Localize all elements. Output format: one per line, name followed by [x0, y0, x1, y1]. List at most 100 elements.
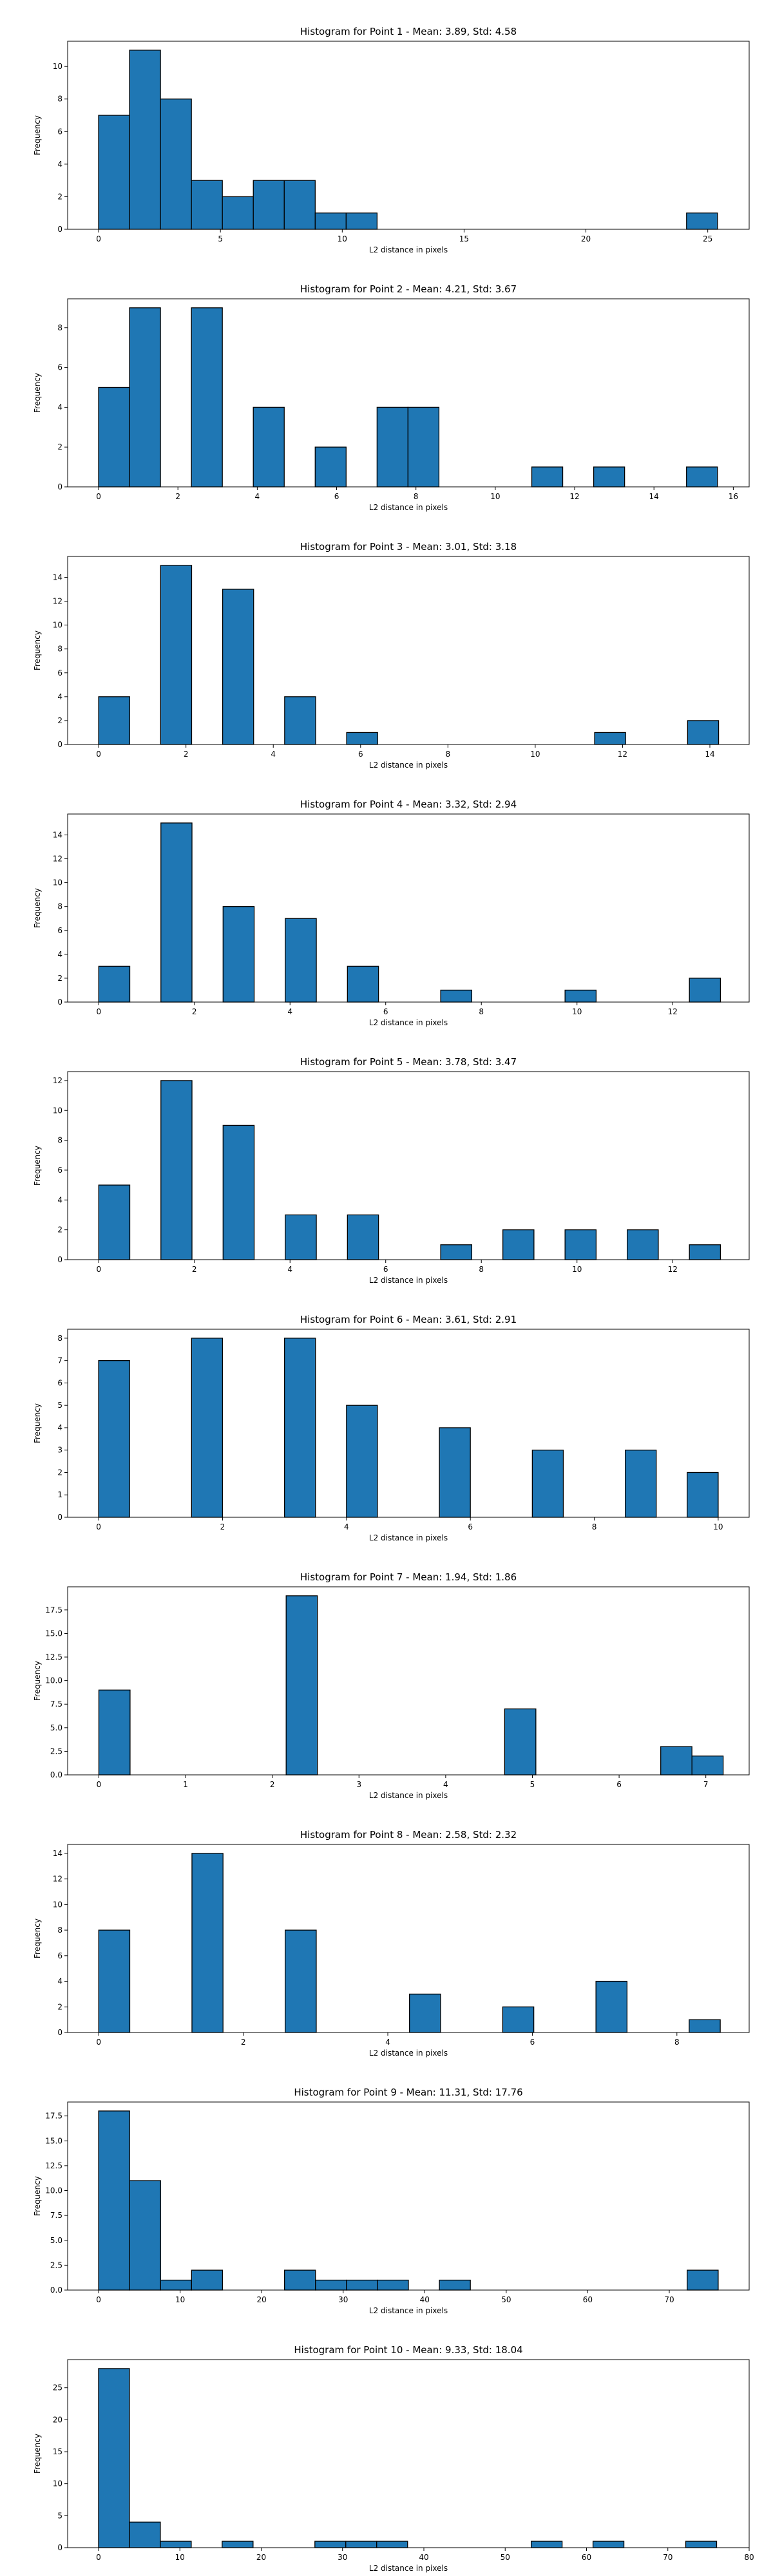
- y-tick-label: 2: [57, 1226, 62, 1235]
- histogram-bar: [377, 2279, 409, 2291]
- y-tick-label: 4: [57, 1195, 62, 1204]
- x-tick-label: 10: [175, 2295, 185, 2304]
- histogram-bar: [376, 406, 409, 488]
- histogram-bar: [285, 1214, 317, 1260]
- chart-title: Histogram for Point 1 - Mean: 3.89, Std:…: [300, 26, 517, 37]
- x-tick-label: 12: [668, 1265, 678, 1274]
- x-tick-label: 60: [583, 2295, 593, 2304]
- histogram-panel-5: 0 2 4 6 8 10 12 0 2 4 6 8 10 12 Histogram for Point 5 …: [33, 1056, 750, 1285]
- x-axis-label: L2 distance in pixels: [369, 1791, 448, 1800]
- y-tick-label: 0: [57, 1255, 62, 1264]
- y-tick-label: 17.5: [45, 1605, 62, 1615]
- x-tick-label: 6: [468, 1522, 473, 1531]
- y-axis-label: Frequency: [33, 115, 42, 155]
- y-tick-label: 8: [57, 323, 62, 332]
- histogram-bar: [530, 2541, 563, 2548]
- histogram-bar: [531, 466, 564, 488]
- y-tick-label: 7.5: [50, 1700, 62, 1709]
- x-tick-label: 60: [582, 2553, 591, 2562]
- x-tick-label: 0: [96, 1265, 101, 1274]
- histogram-bar: [564, 989, 597, 1003]
- y-tick-label: 1: [57, 1490, 62, 1499]
- histogram-bar: [347, 1214, 379, 1260]
- histogram-bar: [98, 1184, 131, 1260]
- x-tick-label: 8: [592, 1522, 597, 1531]
- axes-frame: [67, 2359, 750, 2548]
- y-tick-label: 4: [57, 402, 62, 412]
- y-axis-label: Frequency: [33, 888, 42, 928]
- x-tick-label: 12: [618, 750, 627, 759]
- x-tick-label: 2: [184, 750, 189, 759]
- x-tick-label: 20: [257, 2295, 267, 2304]
- x-tick-label: 10: [490, 492, 500, 501]
- histogram-bar: [346, 732, 378, 745]
- histogram-panel-3: 0 2 4 6 8 10 12 14 0 2 4 6 8 10 12 14 Histogram for Poin…: [33, 541, 750, 770]
- chart-title: Histogram for Point 4 - Mean: 3.32, Std:…: [300, 799, 517, 810]
- histogram-bar: [346, 1405, 378, 1518]
- chart-title: Histogram for Point 6 - Mean: 3.61, Std:…: [300, 1314, 517, 1325]
- y-tick-label: 6: [57, 668, 62, 677]
- histogram-bar: [504, 1708, 537, 1776]
- histogram-bar: [98, 2368, 130, 2548]
- y-tick-label: 4: [57, 160, 62, 169]
- y-tick-label: 10.0: [45, 2186, 62, 2195]
- histogram-bar: [98, 115, 130, 230]
- histogram-bar: [314, 2541, 347, 2548]
- histogram-panel-2: 0 2 4 6 8 10 12 14 16 0 2 4 6 8 Histogram for Point 2 …: [33, 283, 750, 512]
- histogram-bar: [439, 1427, 471, 1518]
- histogram-bar: [160, 99, 192, 230]
- x-tick-label: 20: [581, 234, 591, 243]
- chart-title: Histogram for Point 3 - Mean: 3.01, Std:…: [300, 541, 517, 553]
- y-tick-label: 15.0: [45, 2136, 62, 2145]
- histogram-bar: [685, 2541, 718, 2548]
- x-tick-label: 4: [443, 1780, 448, 1789]
- x-tick-label: 10: [572, 1265, 582, 1274]
- y-tick-label: 8: [57, 1334, 62, 1343]
- histogram-bar: [345, 2541, 377, 2548]
- y-tick-label: 8: [57, 645, 62, 654]
- histogram-bar: [253, 180, 285, 230]
- histogram-bar: [689, 978, 721, 1003]
- y-tick-label: 8: [57, 1926, 62, 1935]
- y-tick-label: 5.0: [50, 1723, 62, 1732]
- y-axis-label: Frequency: [33, 1403, 42, 1443]
- y-tick-label: 2.5: [50, 2260, 62, 2269]
- histogram-bar: [129, 2180, 161, 2291]
- y-tick-label: 4: [57, 692, 62, 701]
- histogram-bar: [98, 1360, 130, 1518]
- y-tick-label: 2: [57, 1468, 62, 1477]
- y-tick-label: 8: [57, 1136, 62, 1145]
- y-axis-label: Frequency: [33, 630, 42, 670]
- histogram-bar: [191, 1338, 224, 1518]
- histogram-bar: [129, 2521, 161, 2548]
- x-tick-label: 2: [270, 1780, 275, 1789]
- histogram-bar: [98, 1929, 131, 2033]
- y-tick-label: 0: [57, 482, 62, 491]
- x-tick-label: 8: [414, 492, 419, 501]
- x-axis-label: L2 distance in pixels: [369, 2306, 448, 2315]
- x-tick-label: 0: [96, 2038, 101, 2047]
- x-tick-label: 6: [616, 1780, 622, 1789]
- x-tick-label: 0: [96, 492, 101, 501]
- histogram-bar: [686, 466, 718, 488]
- histogram-bar: [191, 1853, 224, 2033]
- x-tick-label: 0: [97, 1780, 102, 1789]
- histogram-bar: [160, 822, 193, 1003]
- x-tick-label: 5: [530, 1780, 535, 1789]
- chart-title: Histogram for Point 2 - Mean: 4.21, Std:…: [300, 283, 517, 295]
- y-tick-label: 12: [53, 1076, 62, 1085]
- y-tick-label: 10: [53, 62, 62, 71]
- chart-title: Histogram for Point 8 - Mean: 2.58, Std:…: [300, 1829, 517, 1841]
- y-tick-label: 14: [53, 1849, 62, 1858]
- x-tick-label: 8: [446, 750, 451, 759]
- y-axis-label: Frequency: [33, 1146, 42, 1186]
- histogram-bar: [160, 1080, 193, 1260]
- histogram-bar: [191, 307, 223, 488]
- x-tick-label: 4: [385, 2038, 390, 2047]
- y-tick-label: 0: [57, 998, 62, 1007]
- histogram-bar: [686, 213, 718, 230]
- y-tick-label: 10: [53, 1106, 62, 1115]
- y-tick-label: 2: [57, 974, 62, 983]
- x-tick-label: 7: [703, 1780, 709, 1789]
